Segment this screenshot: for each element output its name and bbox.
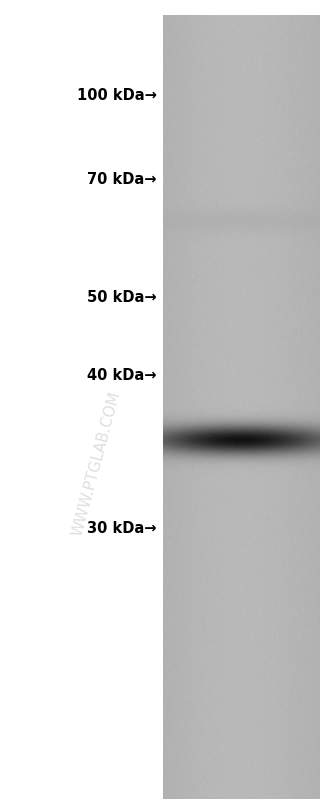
Text: 70 kDa→: 70 kDa→ [87, 173, 157, 187]
Text: 100 kDa→: 100 kDa→ [77, 89, 157, 103]
Text: WWW.PTGLAB.COM: WWW.PTGLAB.COM [69, 389, 123, 538]
Text: 50 kDa→: 50 kDa→ [87, 290, 157, 304]
Text: 40 kDa→: 40 kDa→ [87, 368, 157, 383]
Text: 30 kDa→: 30 kDa→ [87, 522, 157, 536]
